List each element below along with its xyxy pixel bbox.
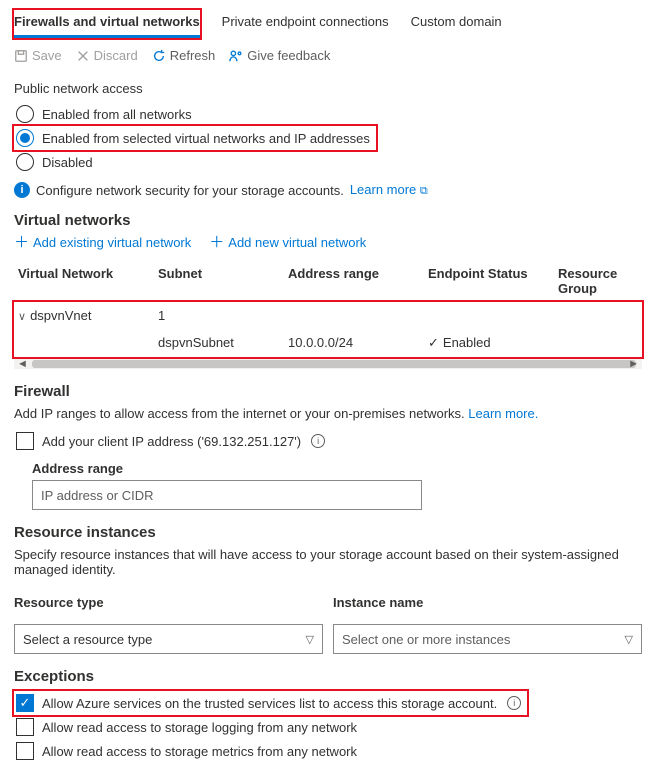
radio-icon bbox=[16, 153, 34, 171]
vnet-table-header: Virtual Network Subnet Address range End… bbox=[14, 260, 642, 302]
discard-icon bbox=[76, 49, 90, 63]
instance-name-select[interactable]: Select one or more instances ▽ bbox=[333, 624, 642, 654]
radio-icon bbox=[16, 105, 34, 123]
save-label: Save bbox=[32, 48, 62, 63]
vnet-add-links: ＋ Add existing virtual network ＋ Add new… bbox=[14, 235, 642, 250]
col-status: Endpoint Status bbox=[428, 266, 558, 296]
refresh-button[interactable]: Refresh bbox=[152, 48, 216, 63]
resource-instances-help: Specify resource instances that will hav… bbox=[14, 547, 642, 577]
exception-trusted-checkbox[interactable]: ✓ Allow Azure services on the trusted se… bbox=[14, 691, 527, 715]
radio-selected-networks[interactable]: Enabled from selected virtual networks a… bbox=[14, 126, 376, 150]
tab-bar: Firewalls and virtual networks Private e… bbox=[14, 10, 642, 38]
radio-all-networks-label: Enabled from all networks bbox=[42, 107, 192, 122]
feedback-label: Give feedback bbox=[247, 48, 330, 63]
address-range-label: Address range bbox=[32, 461, 642, 476]
col-instance-name: Instance name bbox=[333, 595, 642, 610]
exception-logging-label: Allow read access to storage logging fro… bbox=[42, 720, 357, 735]
info-icon: i bbox=[14, 182, 30, 198]
firewall-learn-more-link[interactable]: Learn more. bbox=[468, 406, 538, 421]
instance-name-placeholder: Select one or more instances bbox=[342, 632, 510, 647]
vnet-table: Virtual Network Subnet Address range End… bbox=[14, 260, 642, 357]
plus-icon: ＋ bbox=[14, 235, 29, 250]
radio-all-networks[interactable]: Enabled from all networks bbox=[14, 102, 642, 126]
plus-icon: ＋ bbox=[209, 235, 224, 250]
refresh-icon bbox=[152, 49, 166, 63]
exception-trusted-label: Allow Azure services on the trusted serv… bbox=[42, 696, 497, 711]
vnet-name-cell: ∨dspvnVnet bbox=[18, 308, 158, 323]
add-existing-vnet-label: Add existing virtual network bbox=[33, 235, 191, 250]
exception-metrics-label: Allow read access to storage metrics fro… bbox=[42, 744, 357, 759]
table-row[interactable]: ∨dspvnVnet 1 bbox=[14, 302, 642, 329]
status-cell: ✓Enabled bbox=[428, 335, 558, 351]
address-range-placeholder: IP address or CIDR bbox=[41, 488, 153, 503]
resource-instances-header: Resource type Instance name bbox=[14, 587, 642, 614]
refresh-label: Refresh bbox=[170, 48, 216, 63]
table-row[interactable]: dspvnSubnet 10.0.0.0/24 ✓Enabled bbox=[14, 329, 642, 357]
public-access-label: Public network access bbox=[14, 81, 642, 96]
resource-instances-row: Select a resource type ▽ Select one or m… bbox=[14, 624, 642, 654]
radio-selected-networks-label: Enabled from selected virtual networks a… bbox=[42, 131, 370, 146]
scroll-right-icon: ► bbox=[628, 358, 639, 370]
vnets-heading: Virtual networks bbox=[14, 212, 642, 229]
chevron-down-icon: ▽ bbox=[625, 633, 633, 646]
learn-more-label: Learn more bbox=[350, 182, 416, 197]
radio-disabled[interactable]: Disabled bbox=[14, 150, 642, 174]
resource-type-select[interactable]: Select a resource type ▽ bbox=[14, 624, 323, 654]
col-rg: Resource Group bbox=[558, 266, 648, 296]
subnet-cell: dspvnSubnet bbox=[158, 335, 288, 351]
checkbox-icon bbox=[16, 718, 34, 736]
horizontal-scrollbar[interactable]: ◄ ► bbox=[14, 359, 642, 369]
tab-firewalls[interactable]: Firewalls and virtual networks bbox=[14, 10, 200, 38]
resource-instances-heading: Resource instances bbox=[14, 524, 642, 541]
info-row: i Configure network security for your st… bbox=[14, 182, 642, 198]
checkbox-icon bbox=[16, 742, 34, 760]
col-subnet: Subnet bbox=[158, 266, 288, 296]
exception-metrics-checkbox[interactable]: Allow read access to storage metrics fro… bbox=[14, 739, 642, 763]
address-range-input[interactable]: IP address or CIDR bbox=[32, 480, 422, 510]
resource-type-placeholder: Select a resource type bbox=[23, 632, 152, 647]
discard-label: Discard bbox=[94, 48, 138, 63]
tab-custom-domain[interactable]: Custom domain bbox=[411, 10, 502, 38]
col-resource-type: Resource type bbox=[14, 595, 323, 610]
add-new-vnet-label: Add new virtual network bbox=[228, 235, 366, 250]
feedback-icon bbox=[229, 49, 243, 63]
chevron-down-icon: ∨ bbox=[18, 310, 26, 323]
checkbox-icon: ✓ bbox=[16, 694, 34, 712]
learn-more-link[interactable]: Learn more ⧉ bbox=[350, 182, 428, 198]
external-link-icon: ⧉ bbox=[420, 185, 428, 197]
firewall-help: Add IP ranges to allow access from the i… bbox=[14, 406, 642, 421]
add-new-vnet-button[interactable]: ＋ Add new virtual network bbox=[209, 235, 366, 250]
vnet-rows: ∨dspvnVnet 1 dspvnSubnet 10.0.0.0/24 ✓En… bbox=[14, 302, 642, 357]
feedback-button[interactable]: Give feedback bbox=[229, 48, 330, 63]
col-range: Address range bbox=[288, 266, 428, 296]
save-button[interactable]: Save bbox=[14, 48, 62, 63]
checkbox-icon bbox=[16, 432, 34, 450]
command-bar: Save Discard Refresh Give feedback bbox=[14, 48, 642, 63]
scroll-left-icon: ◄ bbox=[17, 358, 28, 370]
exceptions-heading: Exceptions bbox=[14, 668, 642, 685]
subnet-cell: 1 bbox=[158, 308, 288, 323]
info-icon[interactable]: i bbox=[311, 434, 325, 448]
col-vnet: Virtual Network bbox=[18, 266, 158, 296]
exception-logging-checkbox[interactable]: Allow read access to storage logging fro… bbox=[14, 715, 642, 739]
radio-icon bbox=[16, 129, 34, 147]
discard-button[interactable]: Discard bbox=[76, 48, 138, 63]
add-client-ip-label: Add your client IP address ('69.132.251.… bbox=[42, 434, 301, 449]
radio-disabled-label: Disabled bbox=[42, 155, 93, 170]
save-icon bbox=[14, 49, 28, 63]
add-existing-vnet-button[interactable]: ＋ Add existing virtual network bbox=[14, 235, 191, 250]
add-client-ip-checkbox[interactable]: Add your client IP address ('69.132.251.… bbox=[14, 429, 642, 453]
chevron-down-icon: ▽ bbox=[306, 633, 314, 646]
firewall-heading: Firewall bbox=[14, 383, 642, 400]
tab-private-endpoints[interactable]: Private endpoint connections bbox=[222, 10, 389, 38]
info-text: Configure network security for your stor… bbox=[36, 183, 344, 198]
range-cell: 10.0.0.0/24 bbox=[288, 335, 428, 351]
info-icon[interactable]: i bbox=[507, 696, 521, 710]
check-icon: ✓ bbox=[428, 335, 439, 350]
